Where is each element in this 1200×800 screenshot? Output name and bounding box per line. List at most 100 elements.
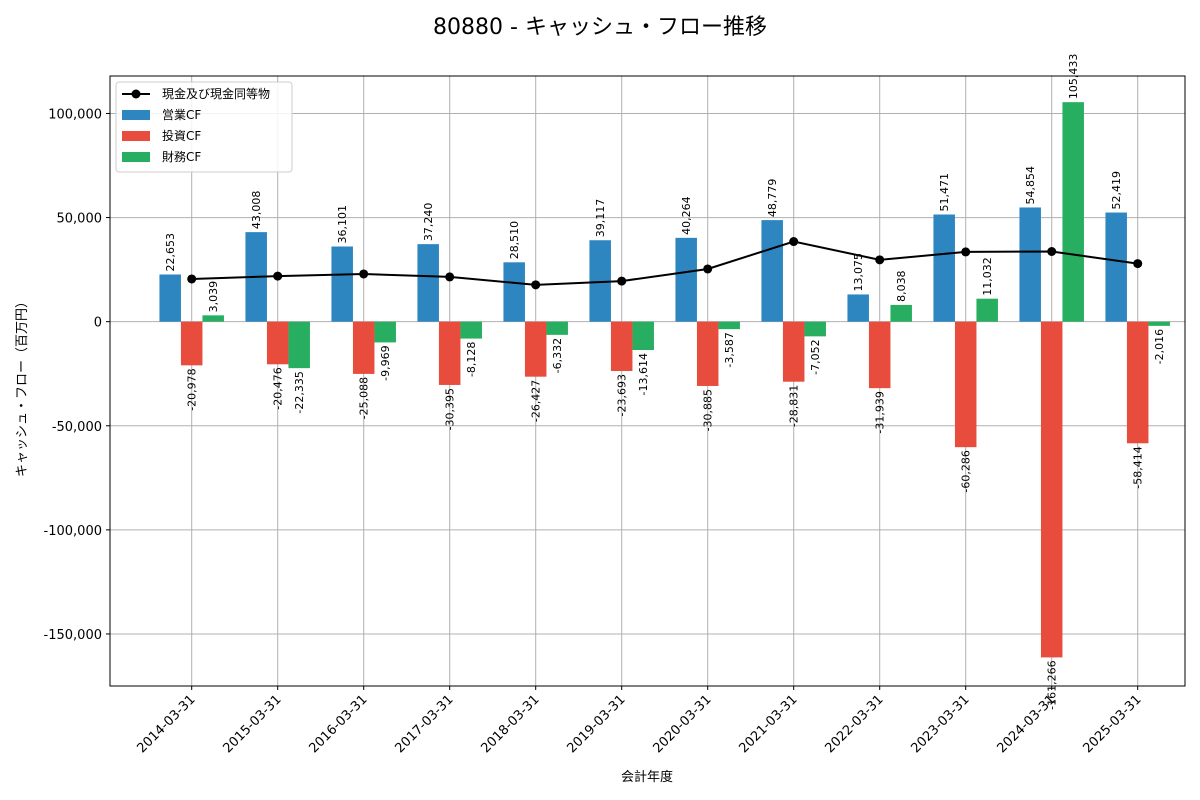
x-tick-label: 2021-03-31	[736, 692, 800, 756]
bar-value-label: 3,039	[207, 281, 220, 313]
bar-value-label: -30,395	[444, 388, 457, 430]
bar-営業CF-2017-03-31	[417, 244, 439, 322]
cash-equivalents-point-2025-03-31	[1133, 259, 1143, 269]
bar-value-label: 54,854	[1024, 166, 1037, 205]
bar-value-label: -28,831	[788, 385, 801, 427]
legend-bar-swatch	[122, 110, 150, 120]
bar-labels-layer: 22,653 43,008 36,101 37,240 28,510 39,117 40,2…	[164, 54, 1166, 710]
x-tick-label: 2018-03-31	[478, 692, 542, 756]
bar-財務CF-2017-03-31	[460, 321, 482, 339]
legend-entry-label: 現金及び現金同等物	[162, 86, 270, 101]
bar-value-label: -9,969	[379, 345, 392, 380]
bar-value-label: 36,101	[336, 205, 349, 244]
bar-財務CF-2020-03-31	[718, 321, 740, 330]
bar-投資CF-2014-03-31	[180, 321, 203, 366]
bar-value-label: 52,419	[1110, 171, 1123, 210]
x-tick-label: 2016-03-31	[306, 692, 370, 756]
bar-value-label: 43,008	[250, 191, 263, 230]
bar-value-label: 39,117	[594, 199, 607, 238]
bar-value-label: 11,032	[981, 257, 994, 296]
y-axis-label: キャッシュ・フロー（百万円）	[15, 295, 30, 477]
bar-財務CF-2022-03-31	[890, 304, 912, 322]
bar-value-label: 8,038	[895, 270, 908, 302]
bar-営業CF-2016-03-31	[331, 246, 353, 322]
bar-投資CF-2025-03-31	[1126, 321, 1149, 444]
bar-value-label: 22,653	[164, 233, 177, 272]
bar-営業CF-2020-03-31	[675, 237, 697, 322]
legend-entry-label: 財務CF	[162, 149, 201, 164]
bar-value-label: -161,266	[1046, 660, 1059, 709]
bar-営業CF-2021-03-31	[761, 220, 783, 322]
cash-equivalents-point-2016-03-31	[359, 269, 369, 279]
bar-value-label: -8,128	[465, 342, 478, 377]
cash-equivalents-line	[191, 240, 1138, 286]
cash-equivalents-point-2015-03-31	[273, 271, 283, 281]
bar-財務CF-2016-03-31	[374, 321, 396, 343]
bar-営業CF-2024-03-31	[1019, 207, 1041, 322]
bar-value-label: -2,016	[1153, 329, 1166, 364]
legend-entry-label: 投資CF	[162, 128, 201, 143]
x-tick-label: 2023-03-31	[908, 692, 972, 756]
y-tick-label: 50,000	[57, 212, 103, 227]
bar-value-label: -7,052	[809, 339, 822, 374]
y-tick-label: -150,000	[44, 628, 102, 643]
cash-equivalents-point-2021-03-31	[789, 237, 799, 247]
bar-財務CF-2023-03-31	[976, 298, 998, 322]
x-tick-label: 2020-03-31	[650, 692, 714, 756]
bar-財務CF-2021-03-31	[804, 321, 826, 337]
y-tick-label: -50,000	[52, 420, 102, 435]
axes-layer: 100,000 50,000 0 -50,000 -100,000 -150,000 201…	[44, 75, 1186, 756]
bar-value-label: -26,427	[530, 380, 543, 422]
bar-value-label: 40,264	[680, 196, 693, 235]
bar-value-label: -60,286	[960, 450, 973, 492]
line-layer	[187, 237, 1143, 290]
bar-財務CF-2024-03-31	[1062, 102, 1084, 322]
bar-value-label: -22,335	[293, 371, 306, 413]
bar-value-label: -6,332	[551, 338, 564, 373]
x-tick-label: 2015-03-31	[220, 692, 284, 756]
cash-equivalents-point-2020-03-31	[703, 264, 713, 274]
y-tick-label: 0	[94, 316, 102, 331]
bar-財務CF-2018-03-31	[546, 321, 568, 335]
x-tick-label: 2022-03-31	[822, 692, 886, 756]
x-axis-label: 会計年度	[621, 769, 673, 785]
bar-投資CF-2015-03-31	[266, 321, 289, 365]
cash-equivalents-point-2022-03-31	[875, 255, 885, 265]
bar-投資CF-2016-03-31	[352, 321, 375, 374]
bar-投資CF-2017-03-31	[438, 321, 461, 385]
bar-value-label: 51,471	[938, 173, 951, 212]
cash-equivalents-point-2017-03-31	[445, 272, 455, 282]
bar-value-label: -25,088	[358, 377, 371, 419]
bar-投資CF-2018-03-31	[524, 321, 547, 377]
bar-営業CF-2025-03-31	[1105, 212, 1127, 322]
legend-bar-swatch	[122, 131, 150, 141]
bar-投資CF-2019-03-31	[610, 321, 633, 371]
cash-equivalents-point-2018-03-31	[531, 280, 541, 290]
bar-value-label: -20,978	[186, 368, 199, 410]
bar-投資CF-2023-03-31	[954, 321, 977, 448]
bar-投資CF-2020-03-31	[696, 321, 719, 386]
legend-box	[115, 81, 293, 173]
legend-bar-swatch	[122, 152, 150, 162]
bar-営業CF-2022-03-31	[847, 294, 869, 322]
bar-value-label: 28,510	[508, 221, 521, 260]
x-tick-label: 2019-03-31	[564, 692, 628, 756]
x-tick-label: 2017-03-31	[392, 692, 456, 756]
bars-layer	[159, 102, 1170, 658]
bar-財務CF-2014-03-31	[202, 315, 224, 322]
chart-title: 80880 - キャッシュ・フロー推移	[433, 15, 767, 40]
bar-営業CF-2018-03-31	[503, 262, 525, 322]
cash-equivalents-point-2023-03-31	[961, 247, 971, 257]
cash-equivalents-point-2019-03-31	[617, 276, 627, 286]
bar-財務CF-2015-03-31	[288, 321, 310, 369]
y-tick-label: -100,000	[44, 524, 102, 539]
bar-value-label: -23,693	[616, 374, 629, 416]
bar-財務CF-2019-03-31	[632, 321, 654, 351]
y-tick-label: 100,000	[48, 107, 102, 122]
legend-entry-label: 営業CF	[162, 108, 201, 122]
legend-marker-swatch	[131, 89, 141, 99]
plot-frame	[109, 75, 1186, 687]
